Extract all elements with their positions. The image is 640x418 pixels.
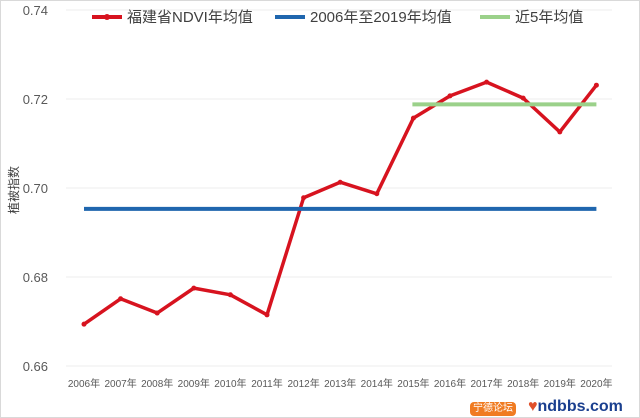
- x-tick-label: 2010年: [214, 377, 246, 390]
- y-tick-label: 0.68: [23, 270, 48, 285]
- data-point: [118, 296, 124, 302]
- data-point: [264, 312, 270, 318]
- x-tick-label: 2015年: [397, 377, 429, 390]
- legend-label: 福建省NDVI年均值: [127, 9, 253, 26]
- watermark-badge: 宁德论坛: [470, 402, 516, 416]
- y-tick-label: 0.74: [23, 3, 48, 18]
- x-tick-label: 2014年: [361, 377, 393, 390]
- data-point: [301, 195, 307, 201]
- legend-marker: [104, 14, 110, 20]
- x-tick-label: 2018年: [507, 377, 539, 390]
- x-tick-label: 2016年: [434, 377, 466, 390]
- data-point: [227, 292, 233, 298]
- series-line-ndvi: [83, 80, 598, 326]
- data-point: [81, 321, 87, 327]
- y-axis-label: 植被指数: [6, 166, 21, 214]
- data-point: [484, 79, 490, 85]
- legend-label: 2006年至2019年均值: [310, 9, 452, 26]
- data-point: [410, 115, 416, 121]
- data-point: [593, 82, 599, 88]
- y-tick-label: 0.66: [23, 359, 48, 374]
- data-point: [520, 95, 526, 101]
- data-point: [374, 191, 380, 197]
- y-tick-label: 0.70: [23, 181, 48, 196]
- data-point: [557, 129, 563, 135]
- x-tick-label: 2011年: [251, 377, 283, 390]
- data-point: [447, 93, 453, 99]
- x-tick-label: 2012年: [287, 377, 319, 390]
- data-point: [191, 285, 197, 291]
- x-tick-label: 2017年: [470, 377, 502, 390]
- watermark-text: ndbbs.com: [537, 398, 623, 415]
- x-tick-label: 2019年: [544, 377, 576, 390]
- y-tick-label: 0.72: [23, 92, 48, 107]
- x-tick-label: 2008年: [141, 377, 173, 390]
- legend-label: 近5年均值: [515, 9, 583, 26]
- x-tick-label: 2020年: [580, 377, 612, 390]
- data-point: [337, 179, 343, 185]
- x-tick-label: 2009年: [178, 377, 210, 390]
- watermark-logo: ♥ndbbs.com: [528, 398, 623, 415]
- data-point: [154, 310, 160, 316]
- x-tick-label: 2007年: [104, 377, 136, 390]
- x-tick-label: 2013年: [324, 377, 356, 390]
- x-tick-label: 2006年: [68, 377, 100, 390]
